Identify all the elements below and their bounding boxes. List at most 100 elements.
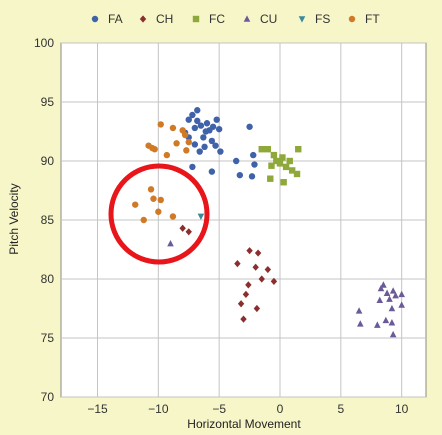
point-ch bbox=[252, 263, 259, 271]
point-ft bbox=[169, 124, 177, 132]
point-ch bbox=[270, 277, 278, 285]
point-fa bbox=[194, 107, 201, 114]
y-tick-label: 80 bbox=[41, 272, 55, 286]
point-ft bbox=[151, 146, 158, 153]
legend-marker-fs bbox=[298, 16, 306, 23]
legend-label-fs: FS bbox=[315, 12, 330, 26]
point-fc bbox=[280, 179, 287, 186]
point-fc bbox=[286, 157, 293, 165]
point-fc bbox=[268, 162, 275, 169]
data-points bbox=[132, 107, 405, 338]
point-fc bbox=[293, 170, 301, 178]
legend-label-fa: FA bbox=[108, 12, 123, 26]
point-cu bbox=[389, 330, 397, 338]
point-ft bbox=[155, 208, 162, 215]
point-fa bbox=[200, 134, 207, 141]
point-ch bbox=[264, 265, 272, 274]
point-fa bbox=[236, 171, 244, 179]
legend: FA CH FC CU FS FT bbox=[91, 12, 380, 26]
point-fc bbox=[279, 154, 286, 161]
point-fc bbox=[295, 146, 302, 153]
point-ch bbox=[237, 300, 245, 308]
y-axis-title: Pitch Velocity bbox=[7, 183, 21, 254]
point-cu bbox=[167, 240, 174, 247]
point-ch bbox=[253, 304, 261, 313]
x-tick-label: 0 bbox=[277, 402, 284, 416]
point-ch bbox=[179, 224, 186, 232]
point-ft bbox=[185, 138, 192, 146]
y-tick-label: 90 bbox=[41, 154, 55, 168]
point-ft bbox=[179, 127, 186, 134]
y-tick-label: 85 bbox=[41, 213, 55, 227]
point-ft bbox=[150, 195, 157, 202]
legend-label-ch: CH bbox=[156, 12, 173, 26]
point-fc bbox=[282, 163, 290, 171]
point-cu bbox=[382, 316, 390, 324]
legend-label-cu: CU bbox=[260, 12, 277, 26]
legend-marker-ch bbox=[139, 15, 147, 23]
point-fc bbox=[267, 175, 274, 182]
point-ft bbox=[169, 213, 177, 220]
point-ft bbox=[140, 216, 147, 224]
legend-marker-cu bbox=[243, 15, 251, 22]
point-fa bbox=[233, 157, 240, 165]
point-cu bbox=[357, 320, 364, 327]
point-fa bbox=[251, 161, 258, 168]
y-tick-label: 95 bbox=[41, 95, 55, 109]
point-cu bbox=[377, 284, 385, 292]
point-ft bbox=[163, 151, 171, 159]
legend-marker-ft bbox=[348, 15, 356, 23]
point-cu bbox=[383, 289, 391, 296]
grid bbox=[61, 42, 426, 398]
point-ft bbox=[157, 196, 164, 204]
point-fa bbox=[209, 123, 217, 130]
point-ft bbox=[132, 201, 139, 208]
point-ft bbox=[181, 131, 189, 139]
point-fs bbox=[197, 213, 205, 221]
x-tick-label: −5 bbox=[212, 402, 226, 416]
point-ft bbox=[147, 186, 155, 193]
y-tick-label: 70 bbox=[41, 390, 55, 404]
point-fc bbox=[264, 146, 272, 153]
legend-marker-fc bbox=[192, 15, 200, 23]
point-cu bbox=[376, 296, 384, 304]
point-cu bbox=[374, 321, 381, 328]
point-ch bbox=[240, 315, 247, 323]
point-fa bbox=[250, 151, 257, 159]
y-tick-label: 100 bbox=[34, 36, 54, 50]
point-ft bbox=[183, 147, 190, 154]
point-ft bbox=[173, 140, 180, 147]
legend-label-ft: FT bbox=[365, 12, 380, 26]
point-fa bbox=[191, 141, 199, 148]
point-fa bbox=[189, 111, 196, 119]
point-cu bbox=[389, 287, 397, 294]
point-cu bbox=[398, 290, 405, 298]
highlight-circle bbox=[108, 163, 210, 265]
point-fa bbox=[213, 116, 220, 123]
point-cu bbox=[392, 291, 399, 299]
x-axis-title: Horizontal Movement bbox=[187, 417, 301, 431]
point-cu bbox=[398, 301, 405, 308]
point-cu bbox=[388, 304, 396, 312]
y-tick-label: 75 bbox=[41, 331, 55, 345]
x-tick-label: 10 bbox=[395, 402, 409, 416]
point-fc bbox=[288, 167, 296, 174]
y-tick-labels: 70 75 80 85 90 95 100 bbox=[34, 36, 54, 404]
x-tick-label: −10 bbox=[148, 402, 169, 416]
point-ch bbox=[245, 281, 252, 289]
x-tick-label: 5 bbox=[337, 402, 344, 416]
point-fa bbox=[212, 142, 219, 149]
point-ch bbox=[234, 260, 241, 268]
x-tick-label: −15 bbox=[87, 402, 108, 416]
x-tick-labels: −15 −10 −5 0 5 10 bbox=[87, 402, 408, 416]
point-cu bbox=[355, 307, 363, 314]
point-fa bbox=[201, 143, 208, 151]
point-ch bbox=[258, 275, 265, 283]
legend-marker-fa bbox=[91, 15, 99, 23]
point-fa bbox=[215, 125, 223, 133]
legend-label-fc: FC bbox=[209, 12, 225, 26]
point-ch bbox=[246, 247, 253, 255]
point-fa bbox=[191, 124, 199, 132]
point-ch bbox=[185, 228, 192, 236]
